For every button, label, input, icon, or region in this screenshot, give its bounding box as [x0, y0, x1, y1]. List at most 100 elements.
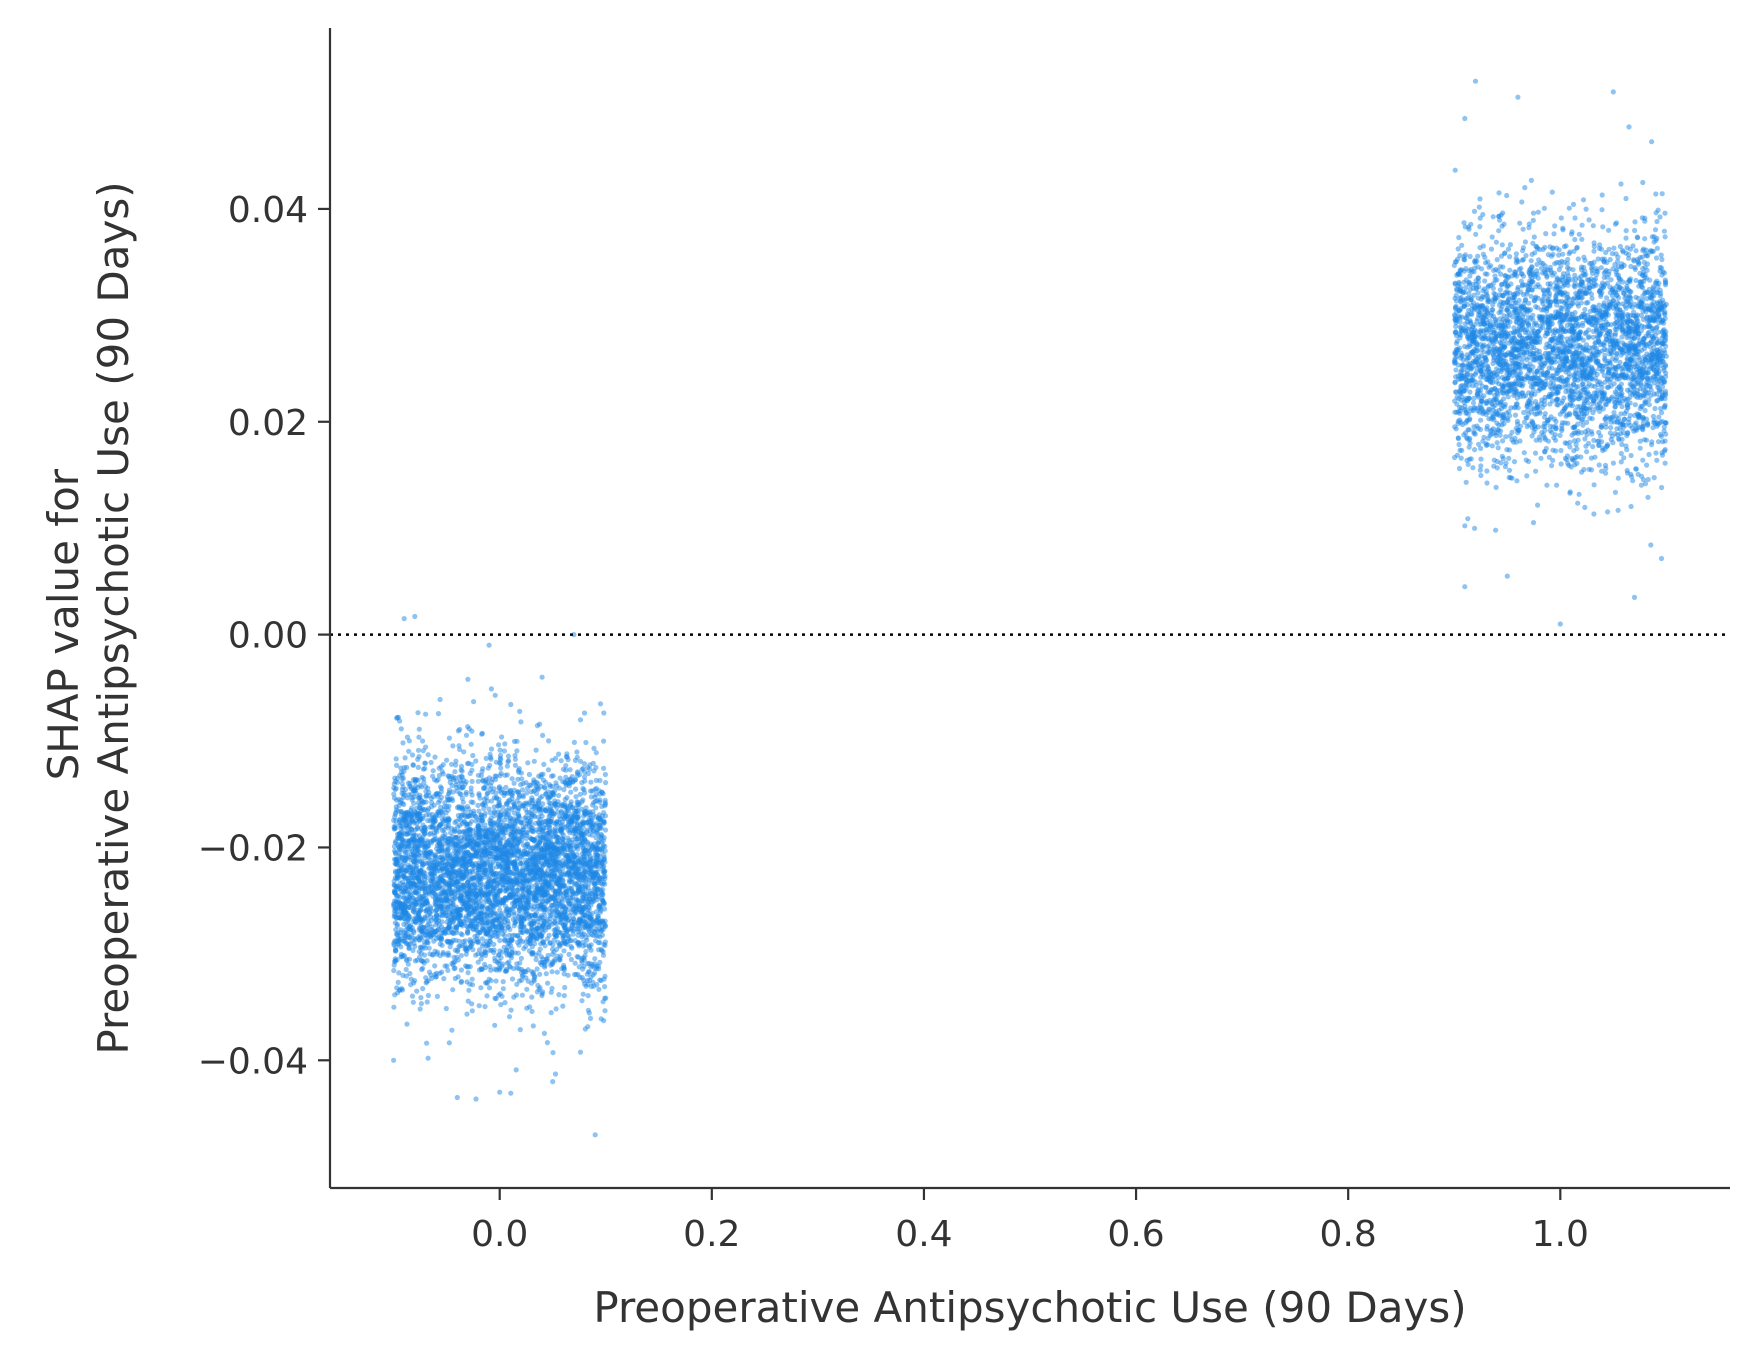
data-point — [475, 823, 481, 829]
data-point — [566, 951, 572, 958]
data-point — [457, 746, 463, 753]
data-point — [563, 774, 569, 780]
data-point — [458, 834, 464, 841]
data-point — [425, 785, 431, 791]
data-point — [508, 852, 514, 858]
data-point — [550, 1050, 556, 1056]
data-point — [560, 903, 566, 909]
data-point — [492, 923, 498, 929]
data-point — [425, 817, 431, 824]
data-point — [458, 967, 464, 973]
data-point — [421, 779, 427, 785]
data-point — [595, 886, 601, 892]
data-point — [495, 803, 501, 809]
data-point — [586, 877, 593, 883]
data-point — [466, 892, 472, 898]
data-point — [432, 963, 438, 969]
data-point — [506, 758, 512, 764]
data-point — [498, 925, 504, 931]
data-point — [460, 939, 466, 945]
data-point — [521, 923, 527, 929]
data-point — [467, 964, 473, 970]
data-point — [418, 945, 424, 951]
data-point — [573, 898, 580, 904]
data-point — [439, 844, 445, 851]
data-point — [469, 761, 475, 768]
data-point — [523, 866, 529, 872]
data-point — [463, 789, 469, 796]
data-point — [561, 993, 567, 999]
data-point — [398, 726, 404, 732]
data-point — [473, 898, 479, 904]
data-point — [397, 915, 403, 921]
data-point — [412, 818, 418, 824]
data-point — [423, 848, 430, 855]
data-point — [469, 976, 475, 982]
data-point — [588, 794, 595, 800]
data-point — [579, 780, 585, 786]
data-point — [512, 756, 519, 762]
data-point — [577, 917, 584, 923]
data-point — [504, 907, 510, 913]
data-point — [551, 845, 557, 851]
data-point — [541, 761, 547, 768]
data-point — [540, 938, 546, 945]
data-point — [583, 861, 589, 867]
data-point — [573, 786, 579, 792]
data-point — [577, 771, 583, 778]
data-point — [450, 987, 456, 993]
data-point — [469, 778, 475, 785]
data-point — [391, 856, 398, 862]
data-point — [589, 916, 595, 922]
data-point — [491, 872, 497, 878]
data-point — [507, 818, 513, 824]
data-point — [424, 999, 430, 1005]
data-point — [593, 938, 599, 944]
data-point — [404, 1021, 410, 1027]
data-point — [575, 888, 581, 894]
data-point — [419, 873, 425, 879]
data-point — [461, 819, 467, 825]
data-point — [449, 1027, 455, 1033]
data-point — [424, 1040, 430, 1046]
data-point — [458, 898, 464, 904]
data-point — [473, 854, 479, 860]
data-point — [438, 809, 444, 815]
data-point — [494, 959, 500, 965]
data-point — [599, 833, 605, 839]
data-point — [495, 874, 502, 880]
data-point — [479, 818, 485, 824]
data-point — [511, 802, 518, 809]
data-point — [467, 937, 473, 943]
data-point — [395, 939, 401, 945]
data-point — [513, 1067, 519, 1073]
data-point — [397, 822, 403, 828]
data-point — [552, 1071, 559, 1077]
data-point — [415, 710, 421, 716]
data-point — [396, 831, 402, 837]
data-point — [418, 1001, 424, 1007]
data-point — [431, 777, 438, 783]
data-point — [393, 818, 399, 824]
data-point — [458, 892, 464, 899]
data-point — [476, 833, 482, 839]
data-point — [424, 807, 431, 814]
data-point — [487, 907, 493, 913]
data-point — [527, 937, 533, 943]
data-point — [585, 809, 591, 816]
data-point — [572, 919, 578, 925]
data-point — [544, 917, 550, 923]
data-point — [443, 889, 449, 895]
data-point — [479, 936, 485, 942]
data-point — [409, 752, 416, 758]
data-point — [592, 881, 598, 887]
data-point — [589, 931, 595, 938]
data-point — [580, 991, 586, 997]
data-point — [416, 899, 422, 905]
data-point — [511, 780, 517, 786]
data-point — [583, 948, 589, 955]
data-point — [596, 966, 602, 972]
data-point — [556, 751, 562, 757]
data-point — [509, 795, 515, 802]
data-point — [482, 813, 488, 819]
